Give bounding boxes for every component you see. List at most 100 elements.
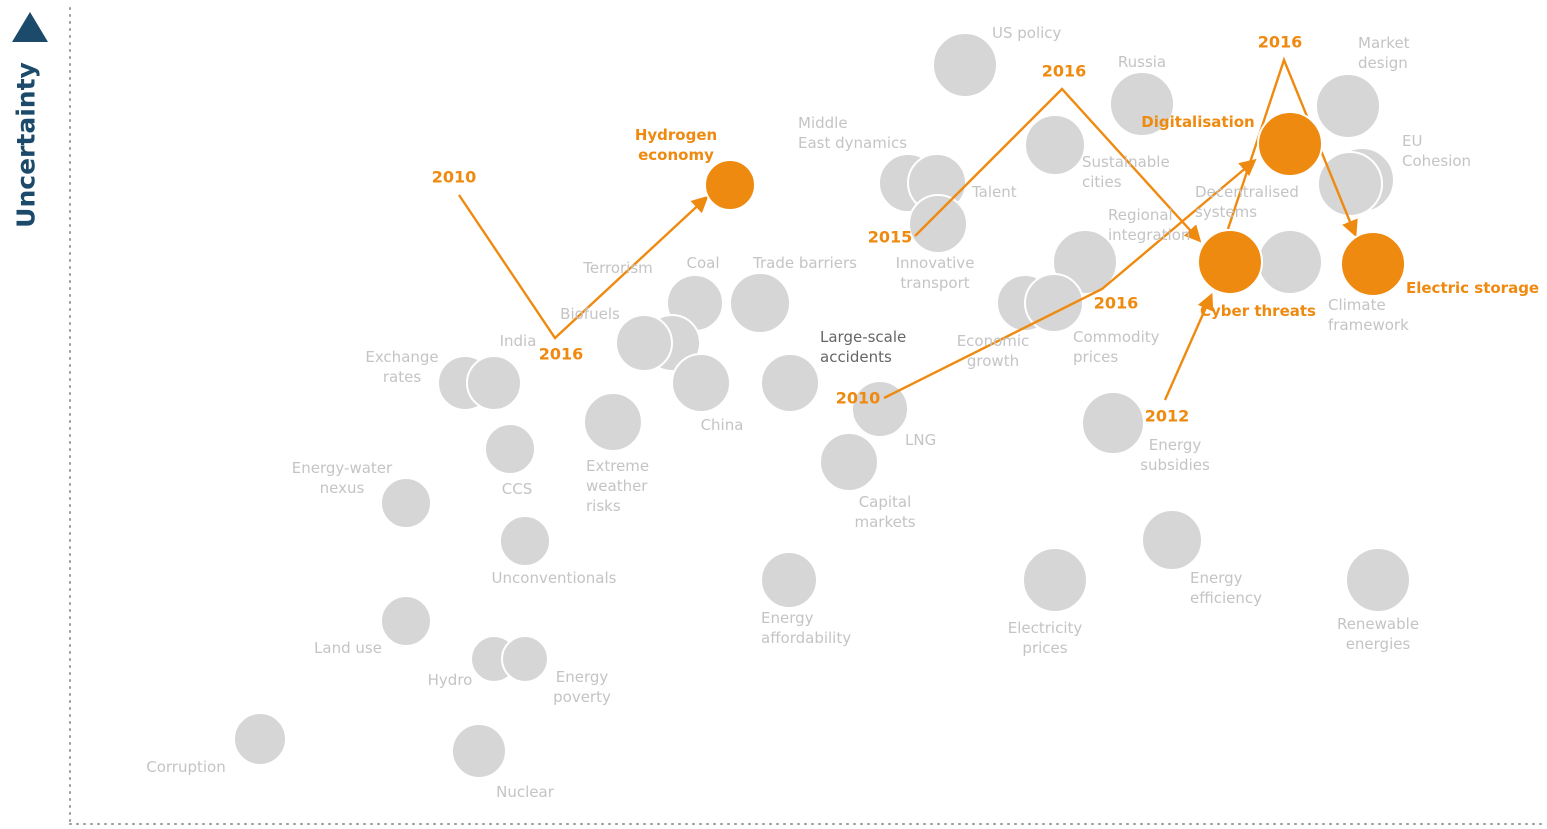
point-label-line-12-1: prices: [1073, 348, 1118, 366]
point-label-line-21-0: India: [500, 332, 537, 350]
point-label-line-2-1: design: [1358, 54, 1408, 72]
point-label-32: Renewable energies: [1337, 615, 1419, 653]
point-label-line-15-0: Coal: [686, 254, 719, 272]
point-label-line-14-0: Trade barriers: [752, 254, 857, 272]
bubble-18: [671, 353, 731, 413]
bubble-5: [1024, 114, 1086, 176]
bubble-17: [615, 314, 673, 372]
highlight-bubble-1: [1257, 111, 1323, 177]
point-label-1: Russia: [1118, 53, 1166, 71]
point-label-line-40-0: Cyber threats: [1200, 302, 1316, 320]
trajectory-line-0: [458, 194, 709, 340]
point-label-line-24-0: Capital: [859, 493, 912, 511]
point-label-line-35-1: poverty: [553, 688, 611, 706]
point-label-28: Unconventionals: [492, 569, 617, 587]
point-label-line-30-0: Electricity: [1008, 619, 1083, 637]
year-label-0-1: 2016: [539, 345, 584, 364]
point-label-line-25-1: subsidies: [1140, 456, 1210, 474]
point-label-line-34-0: Hydro: [428, 671, 473, 689]
point-label-0: US policy: [992, 24, 1062, 42]
point-label-line-26-0: CCS: [502, 480, 532, 498]
point-label-3: EU Cohesion: [1402, 132, 1471, 170]
point-label-line-6-0: Middle: [798, 114, 848, 132]
point-label-line-7-0: Talent: [971, 183, 1017, 201]
point-label-line-8-0: Innovative: [896, 254, 975, 272]
point-label-line-10-1: integration: [1108, 226, 1190, 244]
point-label-line-20-0: Exchange: [365, 348, 438, 366]
point-label-line-29-0: Energy: [761, 609, 814, 627]
point-label-line-27-1: nexus: [320, 479, 365, 497]
point-label-38: Hydrogen economy: [635, 126, 717, 164]
point-label-10: Regional integration: [1108, 206, 1190, 244]
point-label-line-6-1: East dynamics: [798, 134, 907, 152]
point-label-line-2-0: Market: [1358, 34, 1410, 52]
point-label-line-16-0: Terrorism: [582, 259, 653, 277]
point-label-line-38-0: Hydrogen: [635, 126, 717, 144]
point-label-24: Capital markets: [854, 493, 915, 531]
point-label-20: Exchange rates: [365, 348, 438, 386]
highlight-bubble-0: [704, 159, 756, 211]
point-label-line-12-0: Commodity: [1073, 328, 1160, 346]
point-label-37: Nuclear: [496, 783, 555, 801]
point-label-line-38-1: economy: [638, 146, 714, 164]
bubble-1: [1109, 71, 1175, 137]
bubble-33: [380, 595, 432, 647]
point-label-line-27-0: Energy-water: [292, 459, 393, 477]
point-label-line-32-0: Renewable: [1337, 615, 1419, 633]
y-axis-arrow-icon: [12, 12, 48, 42]
point-label-line-5-0: Sustainable: [1082, 153, 1170, 171]
point-label-16: Terrorism: [582, 259, 653, 277]
point-label-line-13-0: Climate: [1328, 296, 1386, 314]
point-label-17: Biofuels: [560, 305, 620, 323]
point-label-line-18-0: China: [701, 416, 744, 434]
trajectory-line-2: [883, 158, 1257, 400]
point-label-line-9-1: systems: [1195, 203, 1257, 221]
point-label-11: Economic growth: [957, 332, 1030, 370]
bubble-30: [1022, 547, 1088, 613]
point-label-line-10-0: Regional: [1108, 206, 1173, 224]
year-label-2-1: 2016: [1094, 294, 1139, 313]
point-label-line-31-0: Energy: [1190, 569, 1243, 587]
bubble-35: [501, 635, 549, 683]
point-label-line-33-0: Land use: [314, 639, 382, 657]
point-label-25: Energy subsidies: [1140, 436, 1210, 474]
point-label-26: CCS: [502, 480, 532, 498]
point-label-line-28-0: Unconventionals: [492, 569, 617, 587]
point-label-5: Sustainable cities: [1082, 153, 1170, 191]
bubble-24: [819, 432, 879, 492]
year-label-1-0: 2015: [868, 228, 913, 247]
point-label-23: LNG: [905, 431, 936, 449]
bubble-2: [1315, 73, 1381, 139]
highlight-bubble-3: [1340, 231, 1406, 297]
year-label-1-1: 2016: [1042, 62, 1087, 81]
bubble-27: [380, 477, 432, 529]
trajectory-line-4: [1226, 56, 1358, 238]
point-label-line-11-0: Economic: [957, 332, 1030, 350]
point-label-8: Innovative transport: [896, 254, 975, 292]
bubble-22: [583, 392, 643, 452]
point-label-29: Energy affordability: [761, 609, 851, 647]
point-label-13: Climate framework: [1328, 296, 1409, 334]
point-label-line-39-0: Digitalisation: [1141, 113, 1254, 131]
point-label-22: Extreme weather risks: [586, 457, 649, 515]
point-label-27: Energy-water nexus: [292, 459, 393, 497]
bubble-19: [760, 353, 820, 413]
point-label-33: Land use: [314, 639, 382, 657]
point-label-line-19-1: accidents: [820, 348, 892, 366]
point-label-line-25-0: Energy: [1149, 436, 1202, 454]
trajectory-line-3: [1163, 292, 1214, 401]
point-label-7: Talent: [971, 183, 1017, 201]
bubble-29: [760, 551, 818, 609]
bubble-36: [233, 712, 287, 766]
year-label-2-0: 2010: [836, 389, 881, 408]
point-label-6: Middle East dynamics: [798, 114, 907, 152]
point-label-line-31-1: efficiency: [1190, 589, 1262, 607]
point-label-line-35-0: Energy: [556, 668, 609, 686]
bubble-28: [499, 515, 551, 567]
point-label-line-36-0: Corruption: [146, 758, 225, 776]
point-label-line-3-1: Cohesion: [1402, 152, 1471, 170]
point-label-14: Trade barriers: [752, 254, 857, 272]
point-label-line-17-0: Biofuels: [560, 305, 620, 323]
point-label-19: Large-scale accidents: [820, 328, 906, 366]
